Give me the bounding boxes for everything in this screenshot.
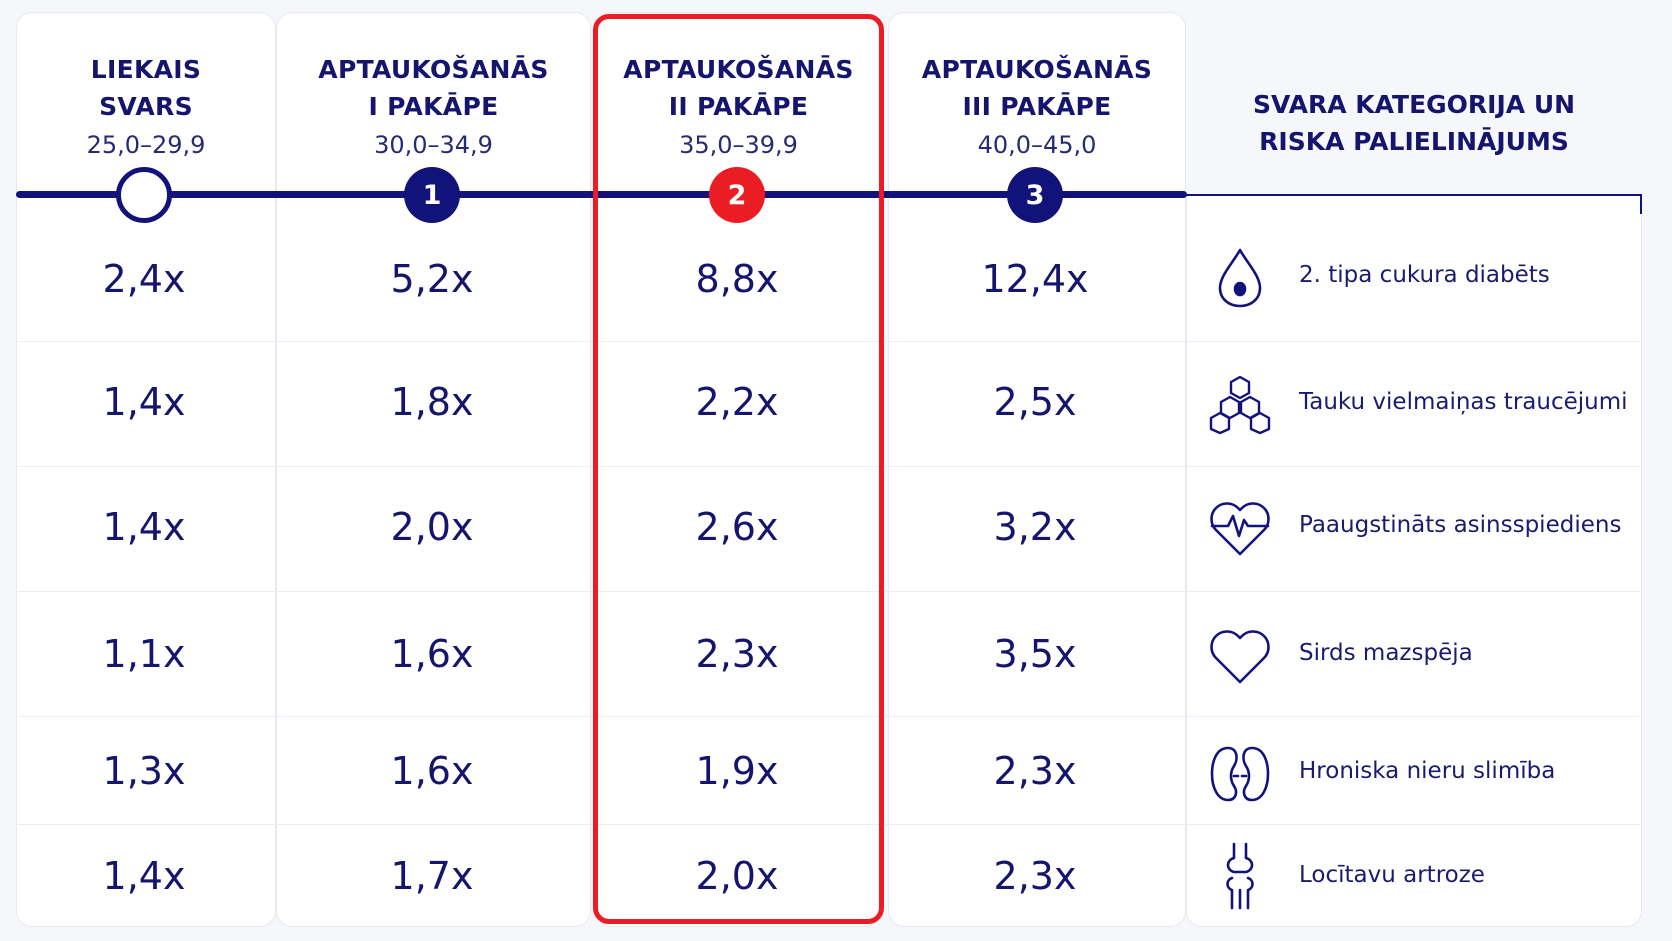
timeline-corner xyxy=(1640,194,1642,214)
timeline-bar xyxy=(16,191,1187,198)
value-cell: 2,5x xyxy=(993,380,1077,424)
column-card-overweight: LIEKAIS SVARS 25,0–29,9 xyxy=(16,12,276,927)
column-title: LIEKAIS SVARS xyxy=(90,55,202,121)
value-cell: 1,8x xyxy=(390,380,474,424)
marker-stage-1: 1 xyxy=(404,167,460,223)
column-header: LIEKAIS SVARS 25,0–29,9 xyxy=(17,13,275,159)
kidneys-icon xyxy=(1210,746,1270,802)
value-cell: 1,4x xyxy=(102,380,186,424)
value-cell: 1,3x xyxy=(102,749,186,793)
risk-label: 2. tipa cukura diabēts xyxy=(1299,262,1550,288)
row-divider xyxy=(16,466,1642,467)
risk-row-kidney: Hroniska nieru slimība xyxy=(1186,746,1642,802)
column-title: APTAUKOŠANĀS II PAKĀPE xyxy=(623,55,854,121)
risk-row-lipid: Tauku vielmaiņas traucējumi xyxy=(1186,375,1642,435)
row-divider xyxy=(16,591,1642,592)
marker-stage-2: 2 xyxy=(709,167,765,223)
timeline-extension xyxy=(1186,194,1642,196)
value-cell: 2,2x xyxy=(695,380,779,424)
column-header: APTAUKOŠANĀS II PAKĀPE 35,0–39,9 xyxy=(597,13,880,159)
value-cell: 2,3x xyxy=(695,632,779,676)
column-card-obesity-2: APTAUKOŠANĀS II PAKĀPE 35,0–39,9 xyxy=(596,12,881,927)
value-cell: 1,7x xyxy=(390,854,474,898)
bmi-range: 25,0–29,9 xyxy=(86,131,206,159)
joint-icon xyxy=(1226,842,1254,910)
bmi-range: 40,0–45,0 xyxy=(977,131,1097,159)
value-cell: 2,6x xyxy=(695,505,779,549)
value-cell: 3,5x xyxy=(993,632,1077,676)
value-cell: 2,4x xyxy=(102,257,186,301)
risk-label: Locītavu artroze xyxy=(1299,862,1485,888)
risk-categories-card xyxy=(1186,194,1642,927)
column-card-obesity-3: APTAUKOŠANĀS III PAKĀPE 40,0–45,0 xyxy=(888,12,1186,927)
value-cell: 1,6x xyxy=(390,632,474,676)
value-cell: 1,6x xyxy=(390,749,474,793)
row-divider xyxy=(16,341,1642,342)
risk-row-heart-failure: Sirds mazspēja xyxy=(1186,630,1642,684)
marker-overweight xyxy=(116,167,172,223)
risk-label: Paaugstināts asinsspiediens xyxy=(1299,512,1622,538)
risk-row-hypertension: Paaugstināts asinsspiediens xyxy=(1186,502,1642,556)
risk-row-arthrosis: Locītavu artroze xyxy=(1186,842,1642,910)
value-cell: 12,4x xyxy=(981,257,1089,301)
risk-header: SVARA KATEGORIJA UN RISKA PALIELINĀJUMS xyxy=(1252,90,1576,156)
value-cell: 1,4x xyxy=(102,854,186,898)
column-header: APTAUKOŠANĀS III PAKĀPE 40,0–45,0 xyxy=(889,13,1185,159)
risk-label: Tauku vielmaiņas traucējumi xyxy=(1299,389,1628,415)
hexagons-icon xyxy=(1209,375,1271,435)
value-cell: 1,1x xyxy=(102,632,186,676)
value-cell: 1,4x xyxy=(102,505,186,549)
row-divider xyxy=(16,824,1642,825)
drop-icon xyxy=(1218,248,1262,308)
heartbeat-icon xyxy=(1210,502,1270,556)
value-cell: 2,3x xyxy=(993,749,1077,793)
risk-label: Sirds mazspēja xyxy=(1299,640,1473,666)
highlight-frame-stage-2 xyxy=(593,14,884,924)
value-cell: 8,8x xyxy=(695,257,779,301)
bmi-range: 30,0–34,9 xyxy=(374,131,493,159)
value-cell: 3,2x xyxy=(993,505,1077,549)
column-header: APTAUKOŠANĀS I PAKĀPE 30,0–34,9 xyxy=(277,13,590,159)
value-cell: 2,0x xyxy=(390,505,474,549)
value-cell: 1,9x xyxy=(695,749,779,793)
value-cell: 5,2x xyxy=(390,257,474,301)
bmi-range: 35,0–39,9 xyxy=(679,131,798,159)
column-title: APTAUKOŠANĀS I PAKĀPE xyxy=(318,55,549,121)
marker-stage-3: 3 xyxy=(1007,167,1063,223)
value-cell: 2,0x xyxy=(695,854,779,898)
column-card-obesity-1: APTAUKOŠANĀS I PAKĀPE 30,0–34,9 xyxy=(276,12,591,927)
row-divider xyxy=(16,716,1642,717)
column-title: APTAUKOŠANĀS III PAKĀPE xyxy=(921,55,1153,121)
heart-icon xyxy=(1210,630,1270,684)
risk-label: Hroniska nieru slimība xyxy=(1299,758,1556,784)
value-cell: 2,3x xyxy=(993,854,1077,898)
risk-row-diabetes: 2. tipa cukura diabēts xyxy=(1186,248,1642,308)
